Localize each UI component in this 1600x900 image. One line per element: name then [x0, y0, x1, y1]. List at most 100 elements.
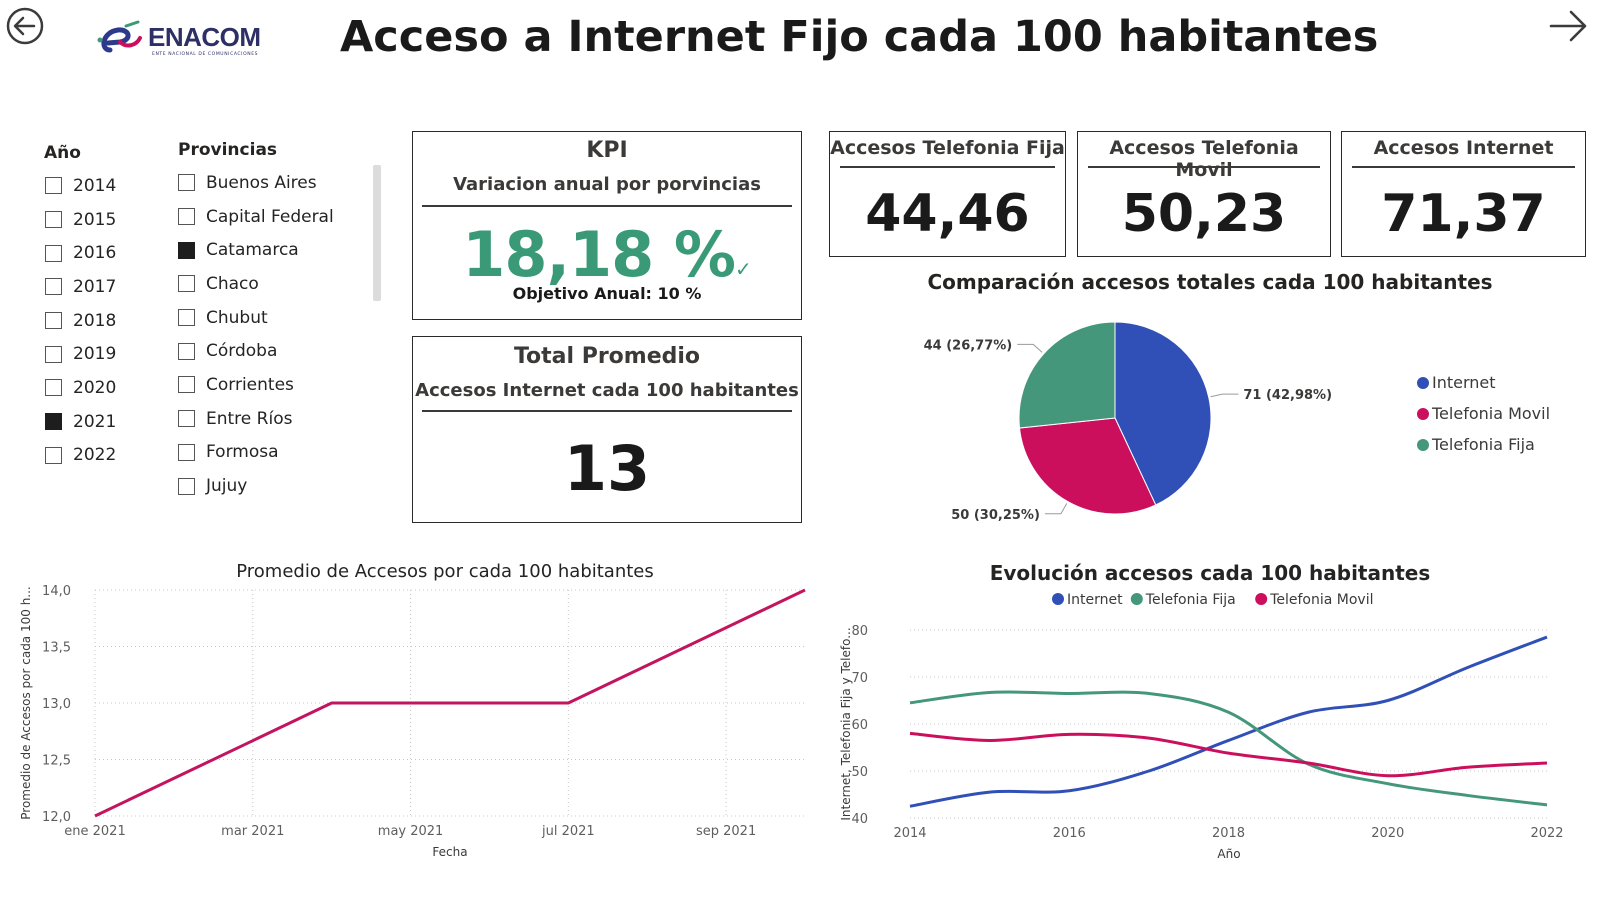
- pie-slice-internet: [1114, 321, 1212, 506]
- year-option-label: 2016: [73, 243, 117, 264]
- province-option-corrientes[interactable]: Corrientes: [178, 368, 368, 402]
- pie-leader-line: [1017, 343, 1043, 353]
- x-axis-title: Fecha: [432, 845, 467, 859]
- legend-label: Internet: [1432, 373, 1496, 392]
- average-card-subtitle: Accesos Internet cada 100 habitantes: [415, 380, 799, 401]
- y-tick-label: 14,0: [42, 585, 71, 599]
- year-slicer: Año 2014 2015 2016 2017 2018 2019 2020 2021 2022: [44, 143, 154, 472]
- pie-data-label: 50 (30,25%): [951, 508, 1040, 523]
- arrow-left-circle-icon: [6, 7, 44, 45]
- province-option-label: Chaco: [206, 273, 259, 294]
- kpi-title: KPI: [586, 138, 628, 163]
- logo-mark-icon: [97, 20, 142, 53]
- province-option-chaco[interactable]: Chaco: [178, 267, 368, 301]
- province-option-label: Córdoba: [206, 341, 278, 362]
- province-option-label: Formosa: [206, 442, 279, 463]
- year-option-label: 2018: [73, 310, 117, 331]
- pie-chart-title: Comparación accesos totales cada 100 hab…: [927, 270, 1493, 294]
- checkbox[interactable]: [178, 443, 195, 461]
- province-scrollbar[interactable]: [373, 165, 381, 301]
- line-chart-1: 12,0 12,5 13,0 13,5 14,0 ene 2021 mar 2021 may …: [19, 585, 806, 859]
- province-option-capital-federal[interactable]: Capital Federal: [178, 200, 368, 234]
- year-option-label: 2015: [73, 209, 117, 230]
- province-option-entre-ríos[interactable]: Entre Ríos: [178, 402, 368, 436]
- y-tick-label: 13,0: [42, 697, 71, 712]
- y-axis-title: Internet, Telefonia Fija y Telefo...: [840, 627, 853, 820]
- series-line-telefonia-fija: [909, 690, 1548, 807]
- checkbox[interactable]: [45, 177, 62, 195]
- year-option-label: 2014: [73, 175, 117, 196]
- card-internet-title: Accesos Internet: [1373, 137, 1554, 159]
- province-option-label: Entre Ríos: [206, 408, 293, 429]
- divider: [840, 166, 1055, 168]
- checkbox[interactable]: [178, 342, 195, 360]
- checkbox[interactable]: [178, 410, 195, 428]
- year-option-2021[interactable]: 2021: [44, 405, 154, 439]
- province-option-buenos-aires[interactable]: Buenos Aires: [178, 166, 368, 200]
- checkbox[interactable]: [45, 312, 62, 330]
- checkbox[interactable]: [45, 244, 62, 262]
- year-slicer-title: Año: [44, 143, 81, 163]
- checkbox-checked[interactable]: [45, 413, 62, 431]
- checkbox[interactable]: [178, 275, 195, 293]
- checkbox[interactable]: [178, 477, 195, 495]
- logo-tagline: ENTE NACIONAL DE COMUNICACIONES: [152, 52, 259, 57]
- arrow-right-icon: [1549, 10, 1587, 42]
- checkbox[interactable]: [178, 174, 195, 192]
- pie-slice-telefonia-movil: [1018, 417, 1157, 515]
- year-option-2018[interactable]: 2018: [44, 304, 154, 338]
- back-button[interactable]: [5, 6, 45, 46]
- province-option-córdoba[interactable]: Córdoba: [178, 334, 368, 368]
- x-tick-label: 2018: [1212, 826, 1245, 841]
- legend-marker: [1052, 593, 1064, 605]
- year-option-2022[interactable]: 2022: [44, 439, 154, 473]
- province-option-label: Corrientes: [206, 374, 294, 395]
- divider: [422, 205, 792, 207]
- x-tick-label: 2022: [1530, 826, 1563, 841]
- province-option-chubut[interactable]: Chubut: [178, 301, 368, 335]
- year-option-label: 2020: [73, 377, 117, 398]
- checkbox[interactable]: [178, 376, 195, 394]
- x-tick-label: may 2021: [378, 824, 444, 839]
- year-option-2016[interactable]: 2016: [44, 236, 154, 270]
- checkbox[interactable]: [178, 309, 195, 327]
- year-option-label: 2021: [73, 411, 117, 432]
- next-button[interactable]: [1547, 6, 1591, 46]
- checkbox[interactable]: [45, 278, 62, 296]
- year-option-2017[interactable]: 2017: [44, 270, 154, 304]
- line-chart-1-title: Promedio de Accesos por cada 100 habitan…: [236, 561, 654, 582]
- checkbox[interactable]: [178, 208, 195, 226]
- checkmark-icon: ✓: [735, 257, 752, 281]
- province-option-formosa[interactable]: Formosa: [178, 436, 368, 470]
- average-card: Total Promedio Accesos Internet cada 100…: [412, 336, 802, 523]
- checkbox[interactable]: [45, 345, 62, 363]
- card-telefonia-fija: Accesos Telefonia Fija 44,46: [829, 131, 1066, 257]
- legend-marker: [1417, 377, 1429, 389]
- checkbox[interactable]: [45, 379, 62, 397]
- province-option-jujuy[interactable]: Jujuy: [178, 469, 368, 503]
- checkbox[interactable]: [45, 446, 62, 464]
- province-option-catamarca[interactable]: Catamarca: [178, 233, 368, 267]
- y-tick-label: 12,5: [42, 754, 71, 769]
- card-movil-value: 50,23: [1121, 184, 1287, 244]
- average-value: 13: [563, 432, 651, 505]
- divider: [422, 410, 792, 412]
- divider: [1352, 166, 1575, 168]
- checkbox-checked[interactable]: [178, 241, 195, 259]
- province-option-label: Catamarca: [206, 240, 299, 261]
- year-option-2015[interactable]: 2015: [44, 203, 154, 237]
- legend-label: Telefonia Movil: [1269, 592, 1373, 608]
- year-option-2020[interactable]: 2020: [44, 371, 154, 405]
- average-card-title: Total Promedio: [513, 344, 701, 369]
- year-option-2019[interactable]: 2019: [44, 337, 154, 371]
- legend-marker: [1130, 593, 1143, 605]
- year-option-2014[interactable]: 2014: [44, 169, 154, 203]
- pie-leader-line: [1210, 393, 1239, 398]
- card-fija-title: Accesos Telefonia Fija: [830, 137, 1065, 159]
- province-list: Buenos Aires Capital Federal Catamarca Chac…: [178, 166, 368, 503]
- y-tick-label: 50: [851, 765, 868, 780]
- province-slicer-title: Provincias: [178, 140, 278, 160]
- kpi-target: Objetivo Anual: 10 %: [512, 284, 702, 303]
- line-chart-2-title: Evolución accesos cada 100 habitantes: [989, 561, 1431, 585]
- checkbox[interactable]: [45, 211, 62, 229]
